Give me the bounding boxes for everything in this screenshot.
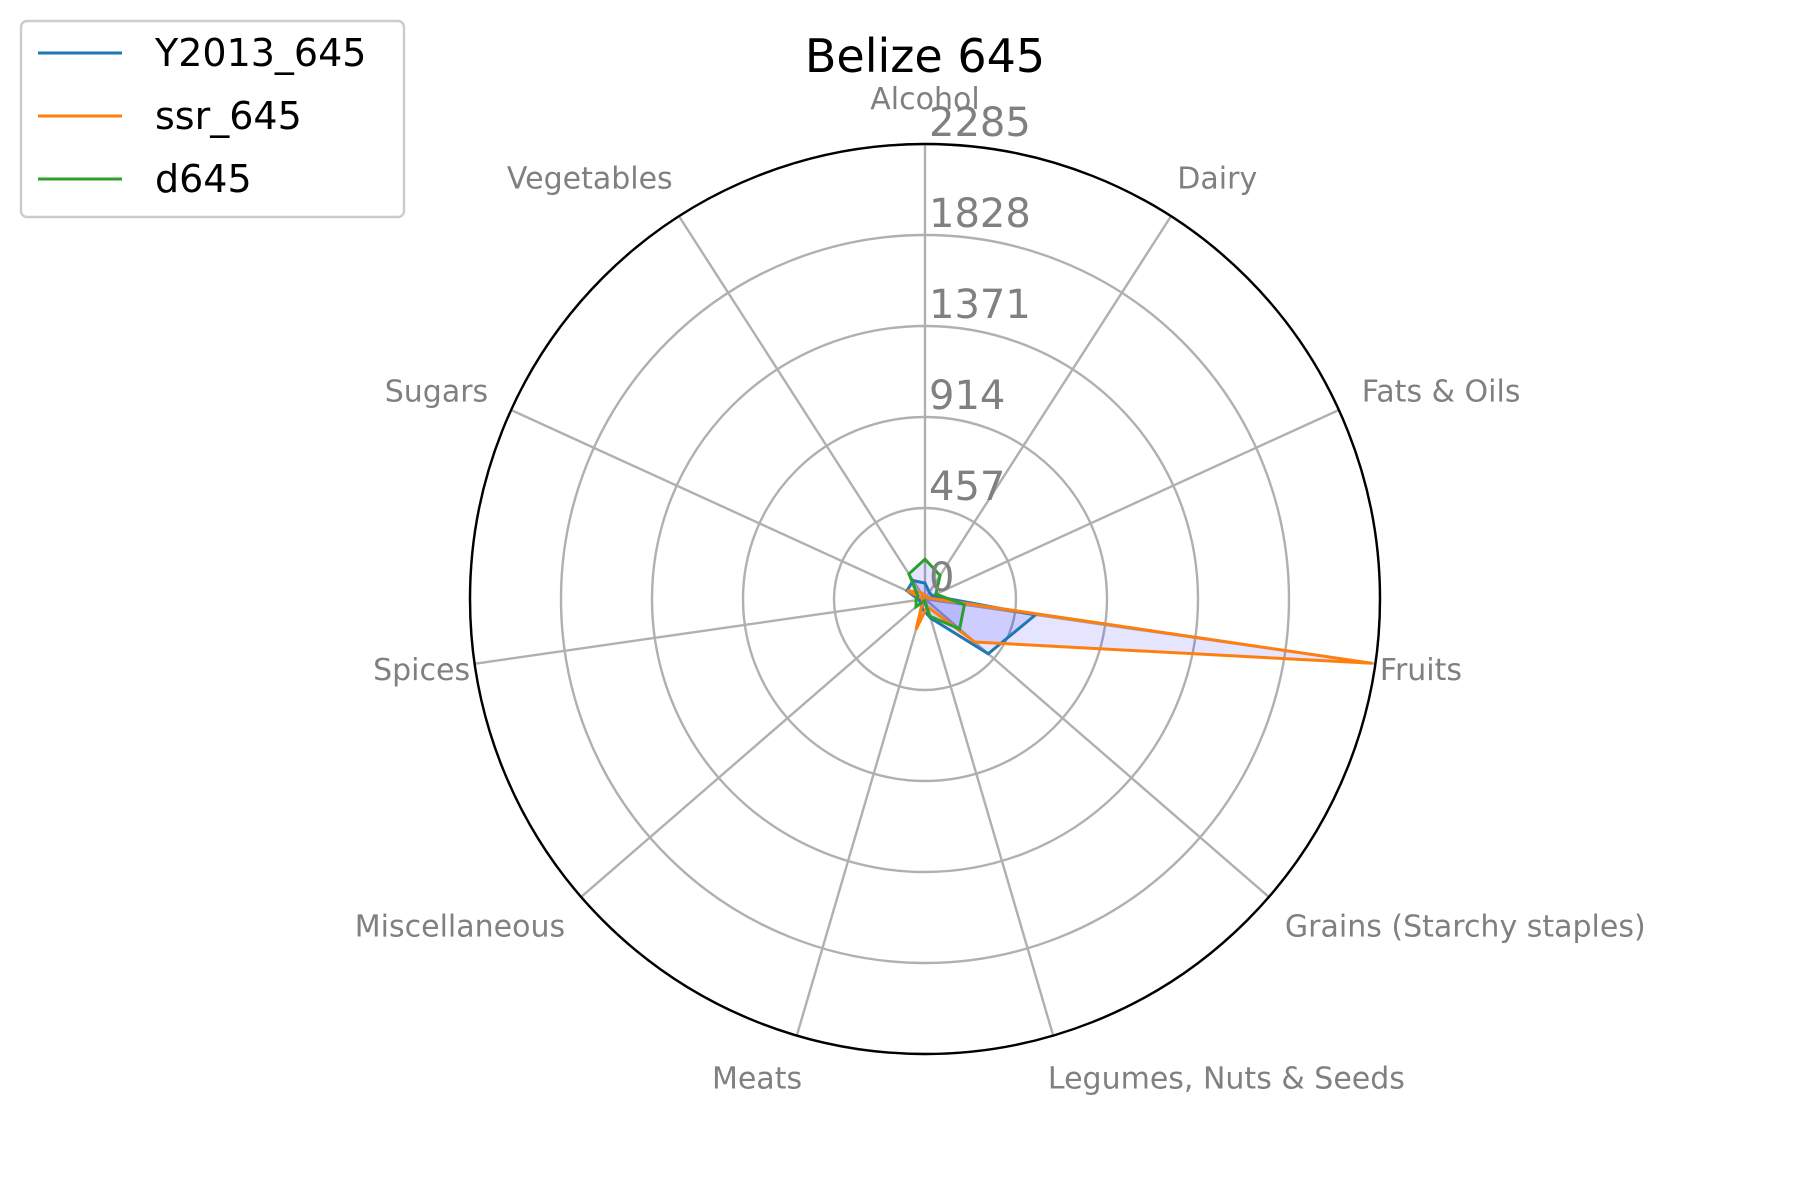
legend-frame [19,19,406,219]
category-label-7: Miscellaneous [355,909,565,944]
category-label-4: Grains (Starchy staples) [1285,909,1646,944]
spoke-8 [474,597,926,665]
r-tick-label-2: 914 [929,373,1005,419]
r-tick-label-1: 457 [929,464,1005,510]
category-label-3: Fruits [1380,653,1462,688]
category-label-1: Dairy [1177,161,1257,196]
spoke-9 [510,408,926,601]
r-tick-label-5: 2285 [929,100,1031,146]
series-line-2 [907,557,967,632]
category-label-5: Legumes, Nuts & Seeds [1048,1062,1405,1097]
category-label-6: Meats [712,1062,802,1097]
legend-label-2: d645 [155,157,252,201]
chart-title: Belize 645 [805,29,1045,83]
series-fill-1 [906,590,1373,664]
legend-label-0: Y2013_645 [154,31,366,75]
series-fill-2 [908,559,965,629]
series-layer [904,557,1373,665]
category-label-10: Vegetables [507,161,673,196]
legend-label-1: ssr_645 [155,94,302,138]
spoke-5 [923,598,1055,1036]
category-label-2: Fats & Oils [1362,374,1521,409]
category-label-8: Spices [373,653,470,688]
series-line-1 [906,589,1373,665]
polar-frame [468,142,1382,1056]
r-tick-label-0: 0 [929,555,954,601]
spoke-7 [580,598,926,898]
spoke-10 [677,215,927,600]
series-line-0 [904,578,1039,656]
r-tick-label-3: 1371 [929,282,1031,328]
category-label-0: Alcohol [870,82,979,117]
spoke-1 [923,215,1173,600]
spoke-2 [924,408,1340,601]
label-layer: Alcohol Dairy Fats & Oils Fruits Grains (Sta… [355,82,1646,1097]
r-tick-label-4: 1828 [929,191,1031,237]
legend: Y2013_645 ssr_645 d645 [19,19,406,219]
category-label-9: Sugars [385,374,488,409]
spoke-6 [795,598,927,1036]
